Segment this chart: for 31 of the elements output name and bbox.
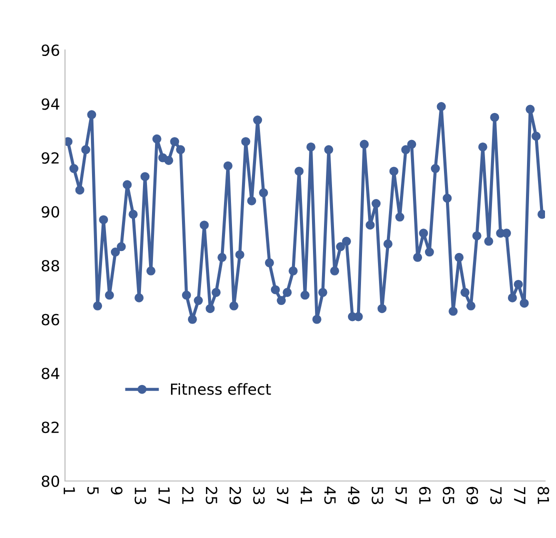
x-tick-label: 77 [514,487,526,504]
x-tick-label: 33 [253,487,265,504]
x-tick-label: 25 [206,486,218,504]
y-tick-label: 94 [42,98,60,110]
x-tick-label: 5 [87,487,99,494]
x-tick-label: 1 [64,488,75,494]
x-tick-label: 21 [182,486,194,504]
y-tick-label: 82 [42,422,59,434]
y-tick-label: 92 [42,152,59,164]
y-tick-label: 88 [42,260,60,272]
x-tick-label: 69 [466,486,478,504]
x-tick-label: 49 [348,486,360,504]
x-tick-label: 17 [158,488,170,504]
x-tick-label: 81 [538,486,550,504]
x-tick-label: 73 [490,487,502,504]
x-tick-label: 29 [229,486,242,504]
x-tick-label: 13 [134,488,146,504]
legend-label: Fitness effect [171,383,271,395]
y-tick-label: 96 [42,44,60,56]
y-tick-label: 84 [42,368,60,380]
y-tick-label: 86 [42,314,60,326]
x-tick-label: 45 [324,486,336,504]
x-tick-label: 37 [276,487,288,504]
x-tick-label: 65 [442,486,454,504]
x-tick-label: 41 [300,486,312,504]
x-tick-label: 9 [110,486,122,495]
y-tick-label: 90 [42,206,60,218]
x-tick-label: 61 [419,486,431,504]
y-tick-label: 80 [42,475,60,488]
x-tick-label: 53 [372,487,384,504]
x-tick-label: 57 [395,487,407,504]
